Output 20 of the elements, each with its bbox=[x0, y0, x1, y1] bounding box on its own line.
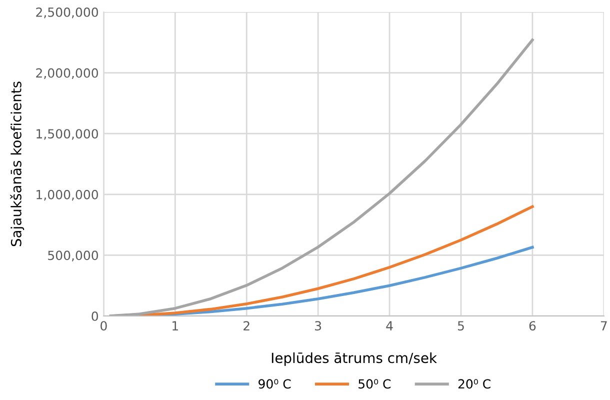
legend-label: 90⁰ C bbox=[258, 379, 291, 389]
x-tick-label: 4 bbox=[386, 321, 393, 330]
x-axis-title: Ieplūdes ātrums cm/sek bbox=[272, 352, 437, 366]
y-tick-label: 2,500,000 bbox=[36, 7, 98, 18]
x-tick-label: 2 bbox=[244, 321, 250, 330]
y-tick-label: 0 bbox=[92, 311, 98, 321]
x-tick-label: 3 bbox=[315, 321, 322, 331]
legend-label: 20⁰ C bbox=[458, 379, 490, 389]
y-axis-title: Sajaukšanās koeficients bbox=[10, 82, 24, 246]
x-tick-label: 5 bbox=[458, 321, 464, 331]
y-tick-label: 500,000 bbox=[48, 250, 98, 262]
y-tick-label: 1,500,000 bbox=[36, 129, 98, 140]
x-tick-label: 0 bbox=[100, 321, 107, 331]
x-tick-label: 7 bbox=[600, 321, 607, 330]
x-tick-label: 6 bbox=[529, 321, 536, 331]
y-tick-label: 1,000,000 bbox=[36, 190, 98, 201]
y-tick-label: 2,000,000 bbox=[36, 68, 98, 79]
legend-label: 50⁰ C bbox=[358, 379, 391, 389]
line-series bbox=[109, 38, 534, 316]
x-tick-label: 1 bbox=[172, 321, 178, 330]
